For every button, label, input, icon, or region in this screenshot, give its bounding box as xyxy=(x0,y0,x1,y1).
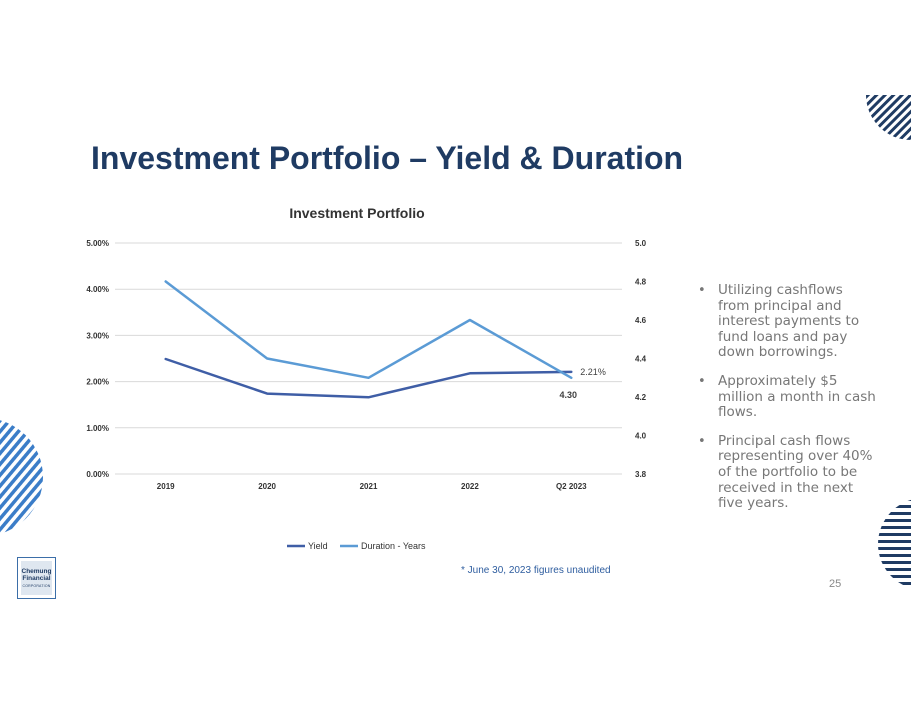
chart-legend: Yield Duration - Years xyxy=(287,541,426,551)
bullet-dot: • xyxy=(698,283,706,298)
left-axis-tick-label: 4.00% xyxy=(86,285,109,294)
right-axis-tick-label: 3.8 xyxy=(635,470,647,479)
bullet-text: Approximately $5 million a month in cash… xyxy=(718,372,876,421)
gridlines xyxy=(115,242,622,475)
x-axis-tick-label: 2020 xyxy=(258,482,276,491)
x-axis-tick-label: Q2 2023 xyxy=(556,482,587,491)
series-lines xyxy=(164,280,573,399)
logo-badge: Chemung Financial CORPORATION xyxy=(21,561,52,595)
right-axis-tick-label: 4.2 xyxy=(635,393,647,402)
right-axis-tick-label: 5.0 xyxy=(635,239,647,248)
right-axis-tick-label: 4.4 xyxy=(635,355,647,364)
logo-text-line3: CORPORATION xyxy=(22,584,51,588)
yield-series-line xyxy=(164,357,573,399)
bullet-list: • Utilizing cashflows from principal and… xyxy=(698,282,878,525)
left-axis-ticks: 0.00% 1.00% 2.00% 3.00% 4.00% 5.00% xyxy=(86,239,109,479)
logo-text-line2: Financial xyxy=(22,575,51,582)
left-axis-tick-label: 5.00% xyxy=(86,239,109,248)
logo-text-line1: Chemung xyxy=(21,568,52,575)
bullet-text: Principal cash flows representing over 4… xyxy=(718,432,873,512)
footnote: * June 30, 2023 figures unaudited xyxy=(461,565,611,576)
bullet-text: Utilizing cashflows from principal and i… xyxy=(718,282,860,361)
x-axis-ticks: 2019 2020 2021 2022 Q2 2023 xyxy=(157,482,587,491)
company-logo: Chemung Financial CORPORATION xyxy=(17,557,56,599)
striped-circle-decoration-left xyxy=(0,418,43,536)
right-axis-tick-label: 4.6 xyxy=(635,316,647,325)
left-axis-tick-label: 3.00% xyxy=(86,331,109,340)
duration-series-line xyxy=(164,280,573,380)
left-axis-tick-label: 0.00% xyxy=(86,470,109,479)
left-axis-tick-label: 2.00% xyxy=(86,378,109,387)
legend-label: Duration - Years xyxy=(361,541,426,551)
right-axis-tick-label: 4.8 xyxy=(635,278,647,287)
duration-data-label: 4.30 xyxy=(560,390,578,400)
striped-circle-decoration-top-right xyxy=(866,95,911,140)
chart-title: Investment Portfolio xyxy=(289,205,424,221)
bullet-item: • Approximately $5 million a month in ca… xyxy=(698,372,878,421)
right-axis-ticks: 3.8 4.0 4.2 4.4 4.6 4.8 5.0 xyxy=(635,239,647,479)
bullet-dot: • xyxy=(698,373,706,389)
data-labels: 2.21% 4.30 xyxy=(560,367,606,400)
slide-title: Investment Portfolio – Yield & Duration xyxy=(91,140,684,176)
bullet-item: • Principal cash flows representing over… xyxy=(698,432,878,512)
page-number: 25 xyxy=(829,578,842,590)
x-axis-tick-label: 2021 xyxy=(360,482,378,491)
x-axis-tick-label: 2022 xyxy=(461,482,479,491)
legend-label: Yield xyxy=(308,541,328,551)
striped-circle-decoration-bottom-right xyxy=(878,498,911,585)
right-axis-tick-label: 4.0 xyxy=(635,432,647,441)
bullet-dot: • xyxy=(698,433,706,449)
x-axis-tick-label: 2019 xyxy=(157,482,175,491)
left-axis-tick-label: 1.00% xyxy=(86,424,109,433)
yield-data-label: 2.21% xyxy=(580,367,606,377)
bullet-item: • Utilizing cashflows from principal and… xyxy=(698,282,878,361)
